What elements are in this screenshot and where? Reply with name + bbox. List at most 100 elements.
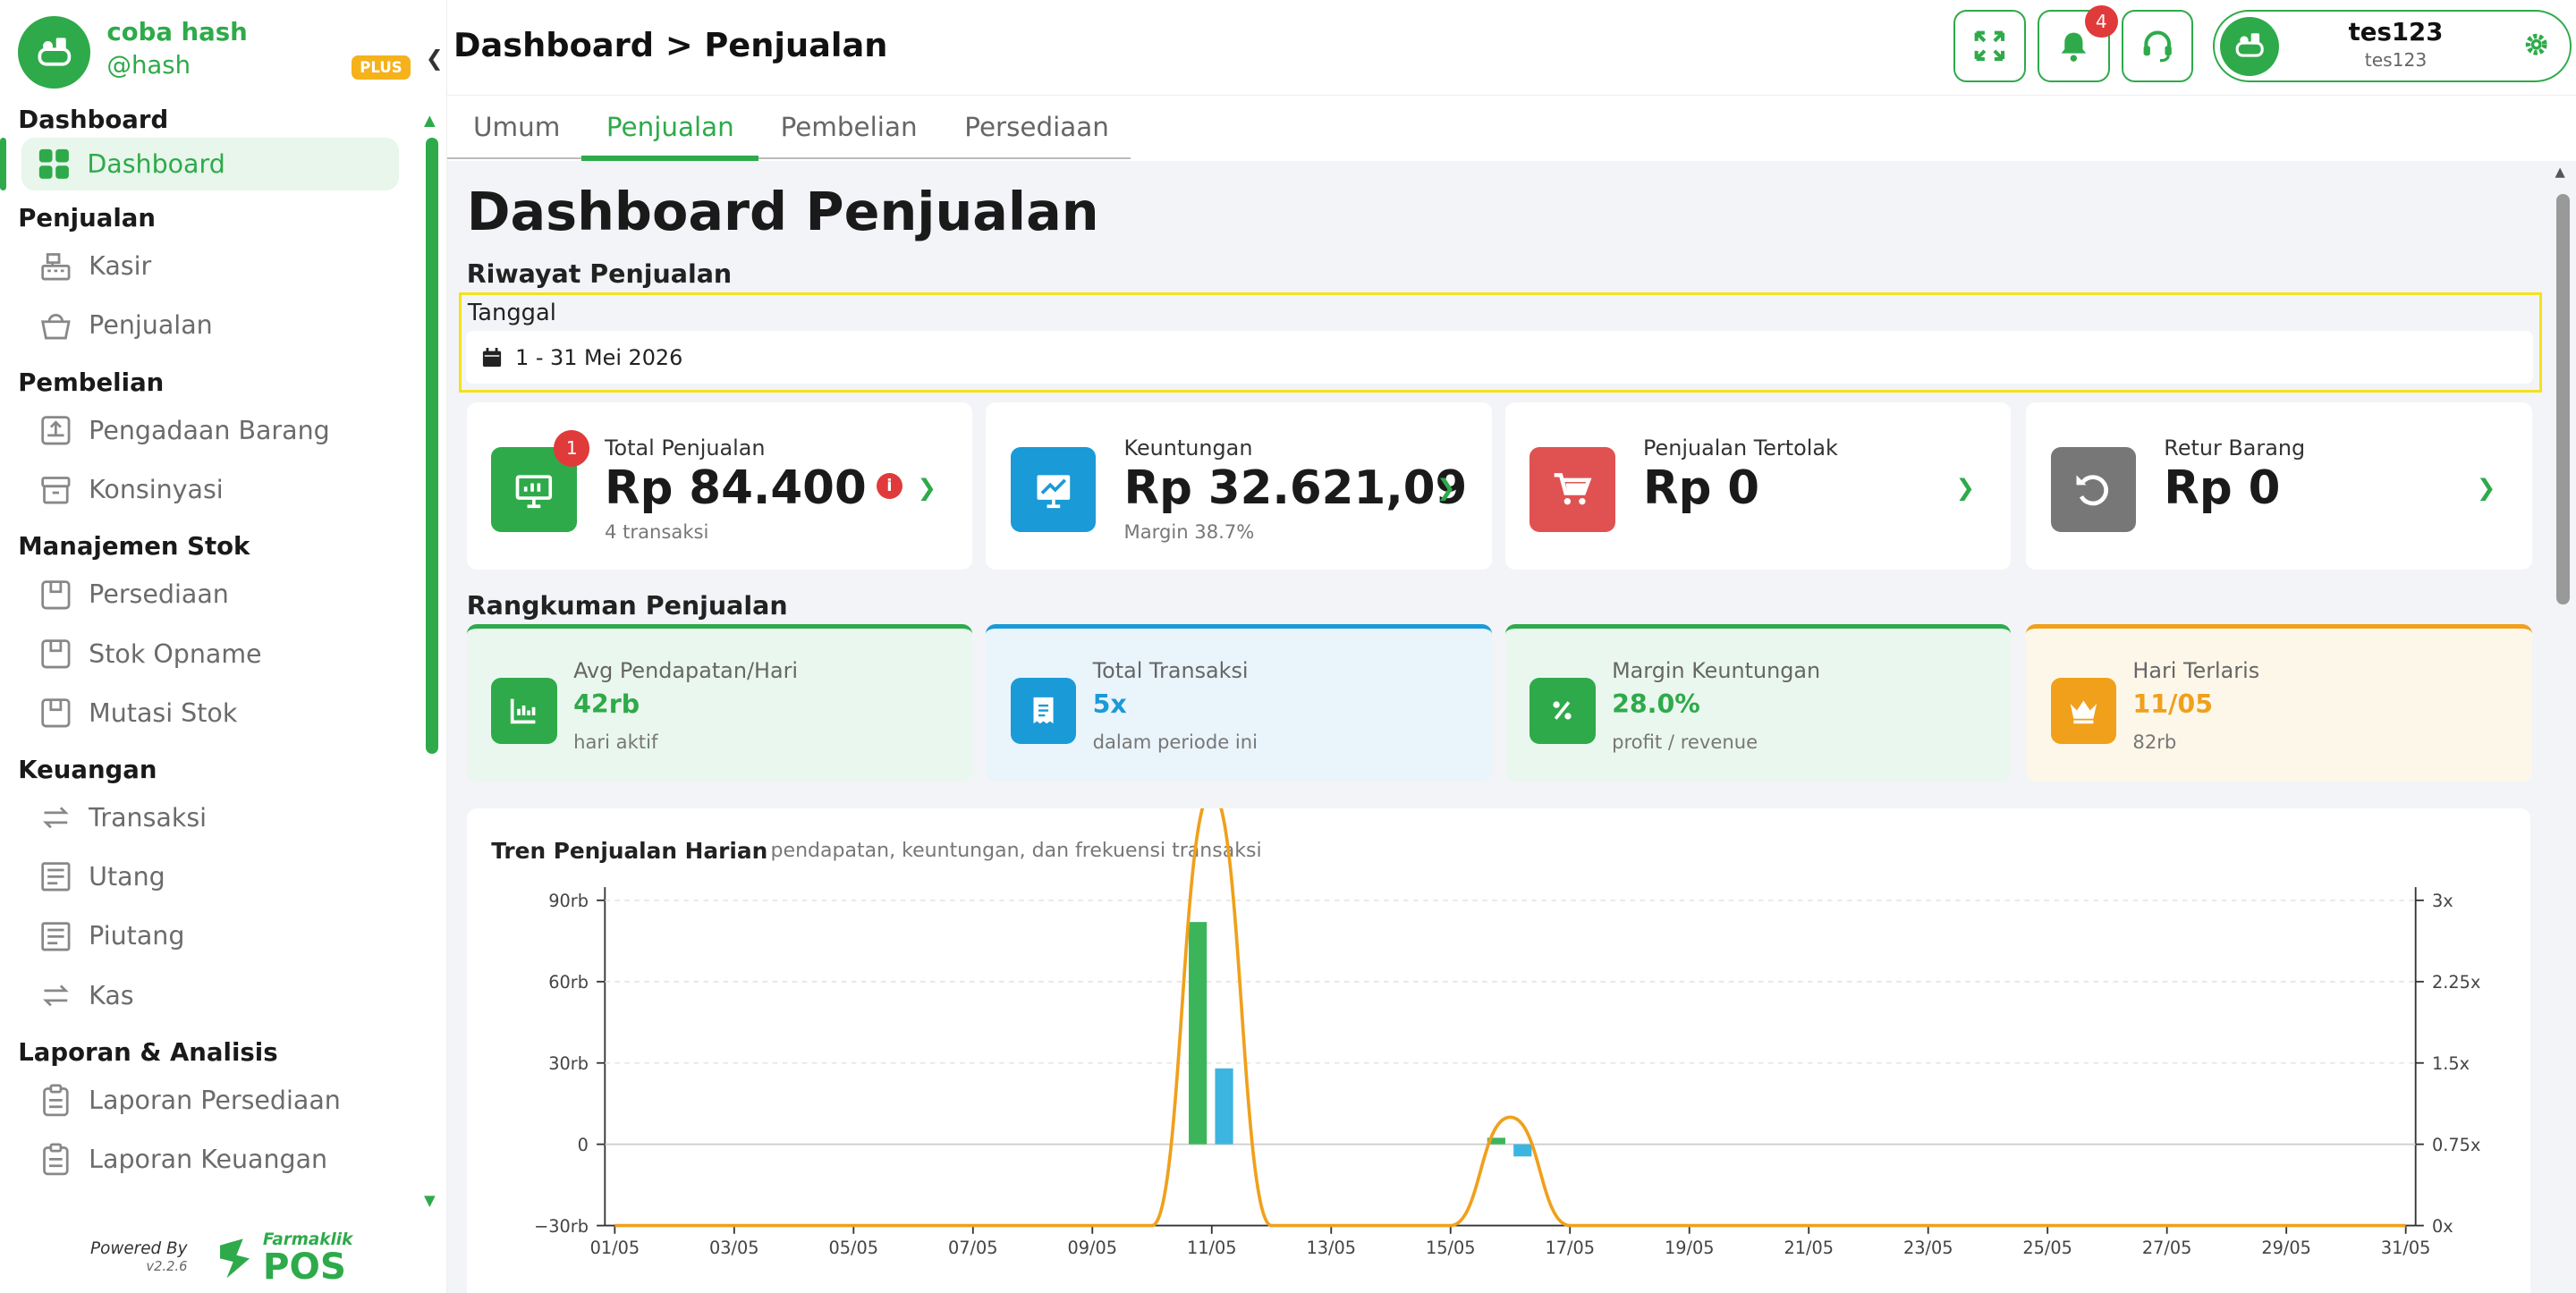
section-dashboard: Dashboard — [18, 105, 169, 134]
sidebar-item-konsinyasi[interactable]: Konsinyasi — [0, 460, 420, 519]
x-tick-label: 27/05 — [2142, 1238, 2192, 1258]
main-content: Dashboard Penjualan Riwayat Penjualan Ta… — [447, 161, 2550, 1293]
x-tick-label: 17/05 — [1545, 1238, 1595, 1258]
chevron-right-icon[interactable]: ❯ — [1436, 474, 1456, 502]
x-tick-label: 31/05 — [2381, 1238, 2431, 1258]
stat-label: Total Penjualan — [604, 435, 766, 461]
date-range-input[interactable]: 1 - 31 Mei 2026 — [466, 331, 2533, 385]
archive-icon — [39, 473, 72, 506]
page-scrollbar[interactable]: ▲ — [2550, 161, 2576, 1293]
gear-icon[interactable] — [2523, 31, 2549, 57]
tab-penjualan[interactable]: Penjualan — [581, 112, 759, 161]
stat-sub: Margin 38.7% — [1123, 520, 1255, 544]
expand-icon — [1974, 30, 2005, 62]
sidebar-item-laporan-keuangan[interactable]: Laporan Keuangan — [0, 1130, 420, 1189]
sidebar-item-utang[interactable]: Utang — [0, 848, 420, 907]
tab-label: Persediaan — [964, 111, 1109, 142]
y-left-tick-label: −30rb — [534, 1216, 589, 1237]
x-tick-label: 25/05 — [2022, 1238, 2072, 1258]
bar-chart-icon — [491, 678, 557, 744]
sidebar-scrollbar[interactable]: ▲ ▼ — [424, 112, 440, 1209]
summary-value: 28.0% — [1612, 689, 1700, 720]
sidebar-item-pengadaan-barang[interactable]: Pengadaan Barang — [0, 401, 420, 460]
sidebar-item-dashboard[interactable]: Dashboard — [0, 138, 400, 191]
receipt-icon — [1010, 678, 1077, 744]
product-big-name: POS — [262, 1245, 346, 1289]
section-penjualan: Penjualan — [18, 204, 156, 233]
sidebar-item-laporan-persediaan[interactable]: Laporan Persediaan — [0, 1071, 420, 1130]
stat-label: Keuntungan — [1123, 435, 1253, 461]
scroll-up-icon[interactable]: ▲ — [2555, 164, 2565, 180]
sidebar-item-mutasi-stok[interactable]: Mutasi Stok — [0, 683, 420, 742]
sidebar-item-piutang[interactable]: Piutang — [0, 907, 420, 966]
sidebar-item-kas[interactable]: Kas — [0, 966, 420, 1025]
chevron-right-icon[interactable]: ❯ — [1955, 474, 1976, 502]
avatar — [2219, 16, 2280, 76]
version-label: v2.2.6 — [146, 1259, 188, 1275]
sidebar-item-transaksi[interactable]: Transaksi — [0, 789, 420, 848]
info-icon[interactable]: i — [876, 472, 903, 500]
summary-card-avg-pendapatan-hari: Avg Pendapatan/Hari 42rb hari aktif — [466, 624, 973, 782]
sidebar-item-label: Dashboard — [87, 149, 225, 180]
sidebar-item-kasir[interactable]: Kasir — [0, 237, 420, 296]
stat-value: Rp 84.400 i — [604, 461, 903, 516]
tab-persediaan[interactable]: Persediaan — [964, 112, 1109, 157]
stat-card-keuntungan[interactable]: Keuntungan Rp 32.621,09 Margin 38.7% ❯ — [986, 402, 1492, 570]
page-scrollbar-thumb[interactable] — [2556, 193, 2571, 604]
x-tick-label: 09/05 — [1067, 1238, 1117, 1258]
user-menu[interactable]: tes123 tes123 — [2213, 10, 2572, 82]
sidebar-item-persediaan[interactable]: Persediaan — [0, 565, 420, 624]
summary-label: Margin Keuntungan — [1612, 658, 1821, 684]
support-button[interactable] — [2121, 10, 2194, 82]
y-right-tick-label: 0x — [2432, 1216, 2453, 1237]
product-small-name: Farmaklik — [262, 1230, 353, 1249]
breadcrumb: Dashboard > Penjualan — [453, 26, 888, 65]
bar — [1188, 921, 1207, 1145]
date-range-value: 1 - 31 Mei 2026 — [515, 344, 683, 370]
stat-card-total-penjualan[interactable]: 1 Total Penjualan Rp 84.400 i 4 transaksi ❯ — [466, 402, 973, 570]
daily-sales-chart: Tren Penjualan Harian pendapatan, keuntu… — [466, 807, 2530, 1293]
scroll-down-icon[interactable]: ▼ — [423, 1192, 436, 1210]
store-handle: @hash — [106, 50, 191, 80]
percent-icon — [1530, 678, 1596, 744]
chevron-right-icon[interactable]: ❯ — [2476, 474, 2496, 502]
stat-card-retur-barang[interactable]: Retur Barang Rp 0 ❯ — [2026, 402, 2532, 570]
cash-register-icon — [39, 249, 72, 283]
stat-value-text: Rp 84.400 — [604, 461, 867, 516]
summary-sub: dalam periode ini — [1092, 730, 1258, 753]
notifications-button[interactable]: 4 — [2037, 4, 2118, 82]
store-name: coba hash — [106, 18, 248, 47]
sidebar-item-label: Kas — [89, 980, 134, 1010]
bar — [1487, 1137, 1505, 1145]
tab-umum[interactable]: Umum — [473, 112, 560, 157]
tab-pembelian[interactable]: Pembelian — [781, 112, 918, 157]
user-name: tes123 — [2348, 18, 2444, 47]
inbox-upload-icon — [39, 414, 72, 447]
stat-value: Rp 0 — [2164, 461, 2280, 515]
chevron-right-icon[interactable]: ❯ — [917, 474, 937, 502]
scrollbar-thumb[interactable] — [425, 138, 439, 755]
stat-card-penjualan-tertolak[interactable]: Penjualan Tertolak Rp 0 ❯ — [1504, 402, 2012, 570]
headset-icon — [2143, 30, 2172, 63]
stat-label: Retur Barang — [2164, 435, 2306, 461]
scroll-up-icon[interactable]: ▲ — [423, 111, 436, 129]
summary-card-hari-terlaris: Hari Terlaris 11/05 82rb — [2026, 624, 2532, 782]
x-tick-label: 19/05 — [1665, 1238, 1715, 1258]
summary-value: 11/05 — [2132, 689, 2214, 720]
stat-sub: 4 transaksi — [604, 520, 709, 544]
collapse-sidebar-icon[interactable]: ❮ — [425, 46, 444, 72]
brand: coba hash @hash PLUS ❮ — [18, 16, 444, 89]
list-icon — [39, 920, 72, 953]
fullscreen-button[interactable] — [1953, 10, 2026, 82]
sidebar-item-label: Mutasi Stok — [89, 697, 238, 728]
powered-by-label: Powered By — [90, 1238, 188, 1258]
stat-value: Rp 32.621,09 — [1123, 461, 1467, 515]
sidebar-item-label: Piutang — [89, 921, 185, 951]
tab-divider — [446, 157, 1131, 160]
x-tick-label: 23/05 — [1903, 1238, 1953, 1258]
active-indicator — [0, 138, 7, 191]
clipboard-icon — [39, 1084, 72, 1117]
section-pembelian: Pembelian — [18, 368, 165, 397]
sidebar-item-penjualan[interactable]: Penjualan — [0, 296, 420, 355]
sidebar-item-stok-opname[interactable]: Stok Opname — [0, 624, 420, 683]
